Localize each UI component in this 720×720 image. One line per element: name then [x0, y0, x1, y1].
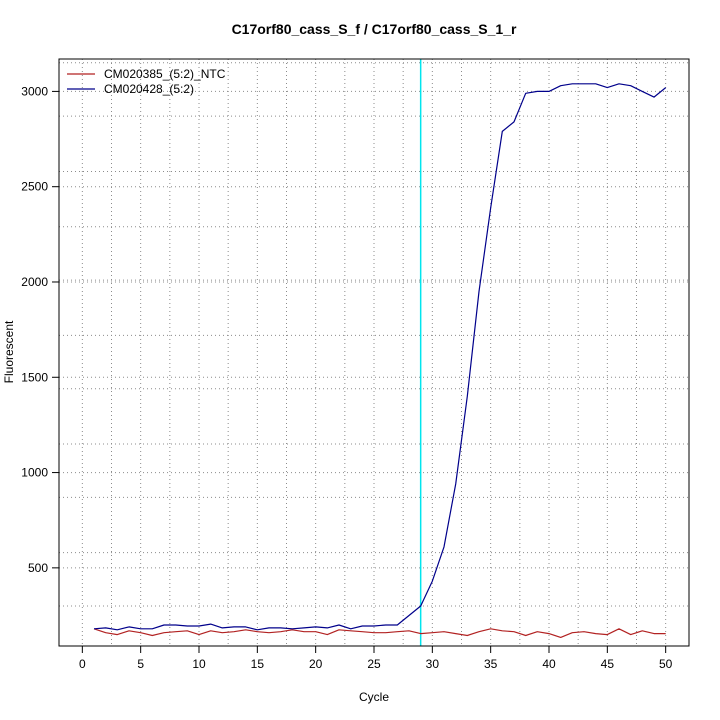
y-tick-label: 2500 — [21, 180, 48, 194]
y-tick-label: 3000 — [21, 84, 48, 98]
legend-label-2: CM020428_(5:2) — [104, 82, 194, 96]
chart-title: C17orf80_cass_S_f / C17orf80_cass_S_1_r — [232, 21, 517, 37]
series-line-1 — [93, 628, 666, 639]
y-tick-label: 2000 — [21, 275, 48, 289]
x-tick-label: 25 — [367, 657, 381, 671]
y-axis-label: Fluorescent — [2, 320, 16, 383]
x-tick-label: 45 — [601, 657, 615, 671]
grid-lines — [59, 59, 689, 646]
y-tick-label: 500 — [28, 561, 48, 575]
y-tick-label: 1500 — [21, 370, 48, 384]
x-tick-label: 40 — [542, 657, 556, 671]
y-tick-label: 1000 — [21, 466, 48, 480]
x-tick-label: 35 — [484, 657, 498, 671]
x-tick-label: 10 — [192, 657, 206, 671]
series-line-2 — [93, 83, 667, 631]
x-axis: 0 5 10 15 20 25 30 35 40 45 50 — [79, 645, 673, 671]
x-tick-label: 50 — [659, 657, 673, 671]
y-axis: 500 1000 1500 2000 2500 3000 — [21, 84, 60, 575]
x-tick-label: 0 — [79, 657, 86, 671]
x-tick-label: 15 — [251, 657, 265, 671]
x-tick-label: 30 — [426, 657, 440, 671]
legend-label-1: CM020385_(5:2)_NTC — [104, 67, 226, 81]
series-lines — [93, 83, 667, 639]
x-tick-label: 5 — [137, 657, 144, 671]
x-axis-label: Cycle — [359, 690, 389, 704]
x-tick-label: 20 — [309, 657, 323, 671]
